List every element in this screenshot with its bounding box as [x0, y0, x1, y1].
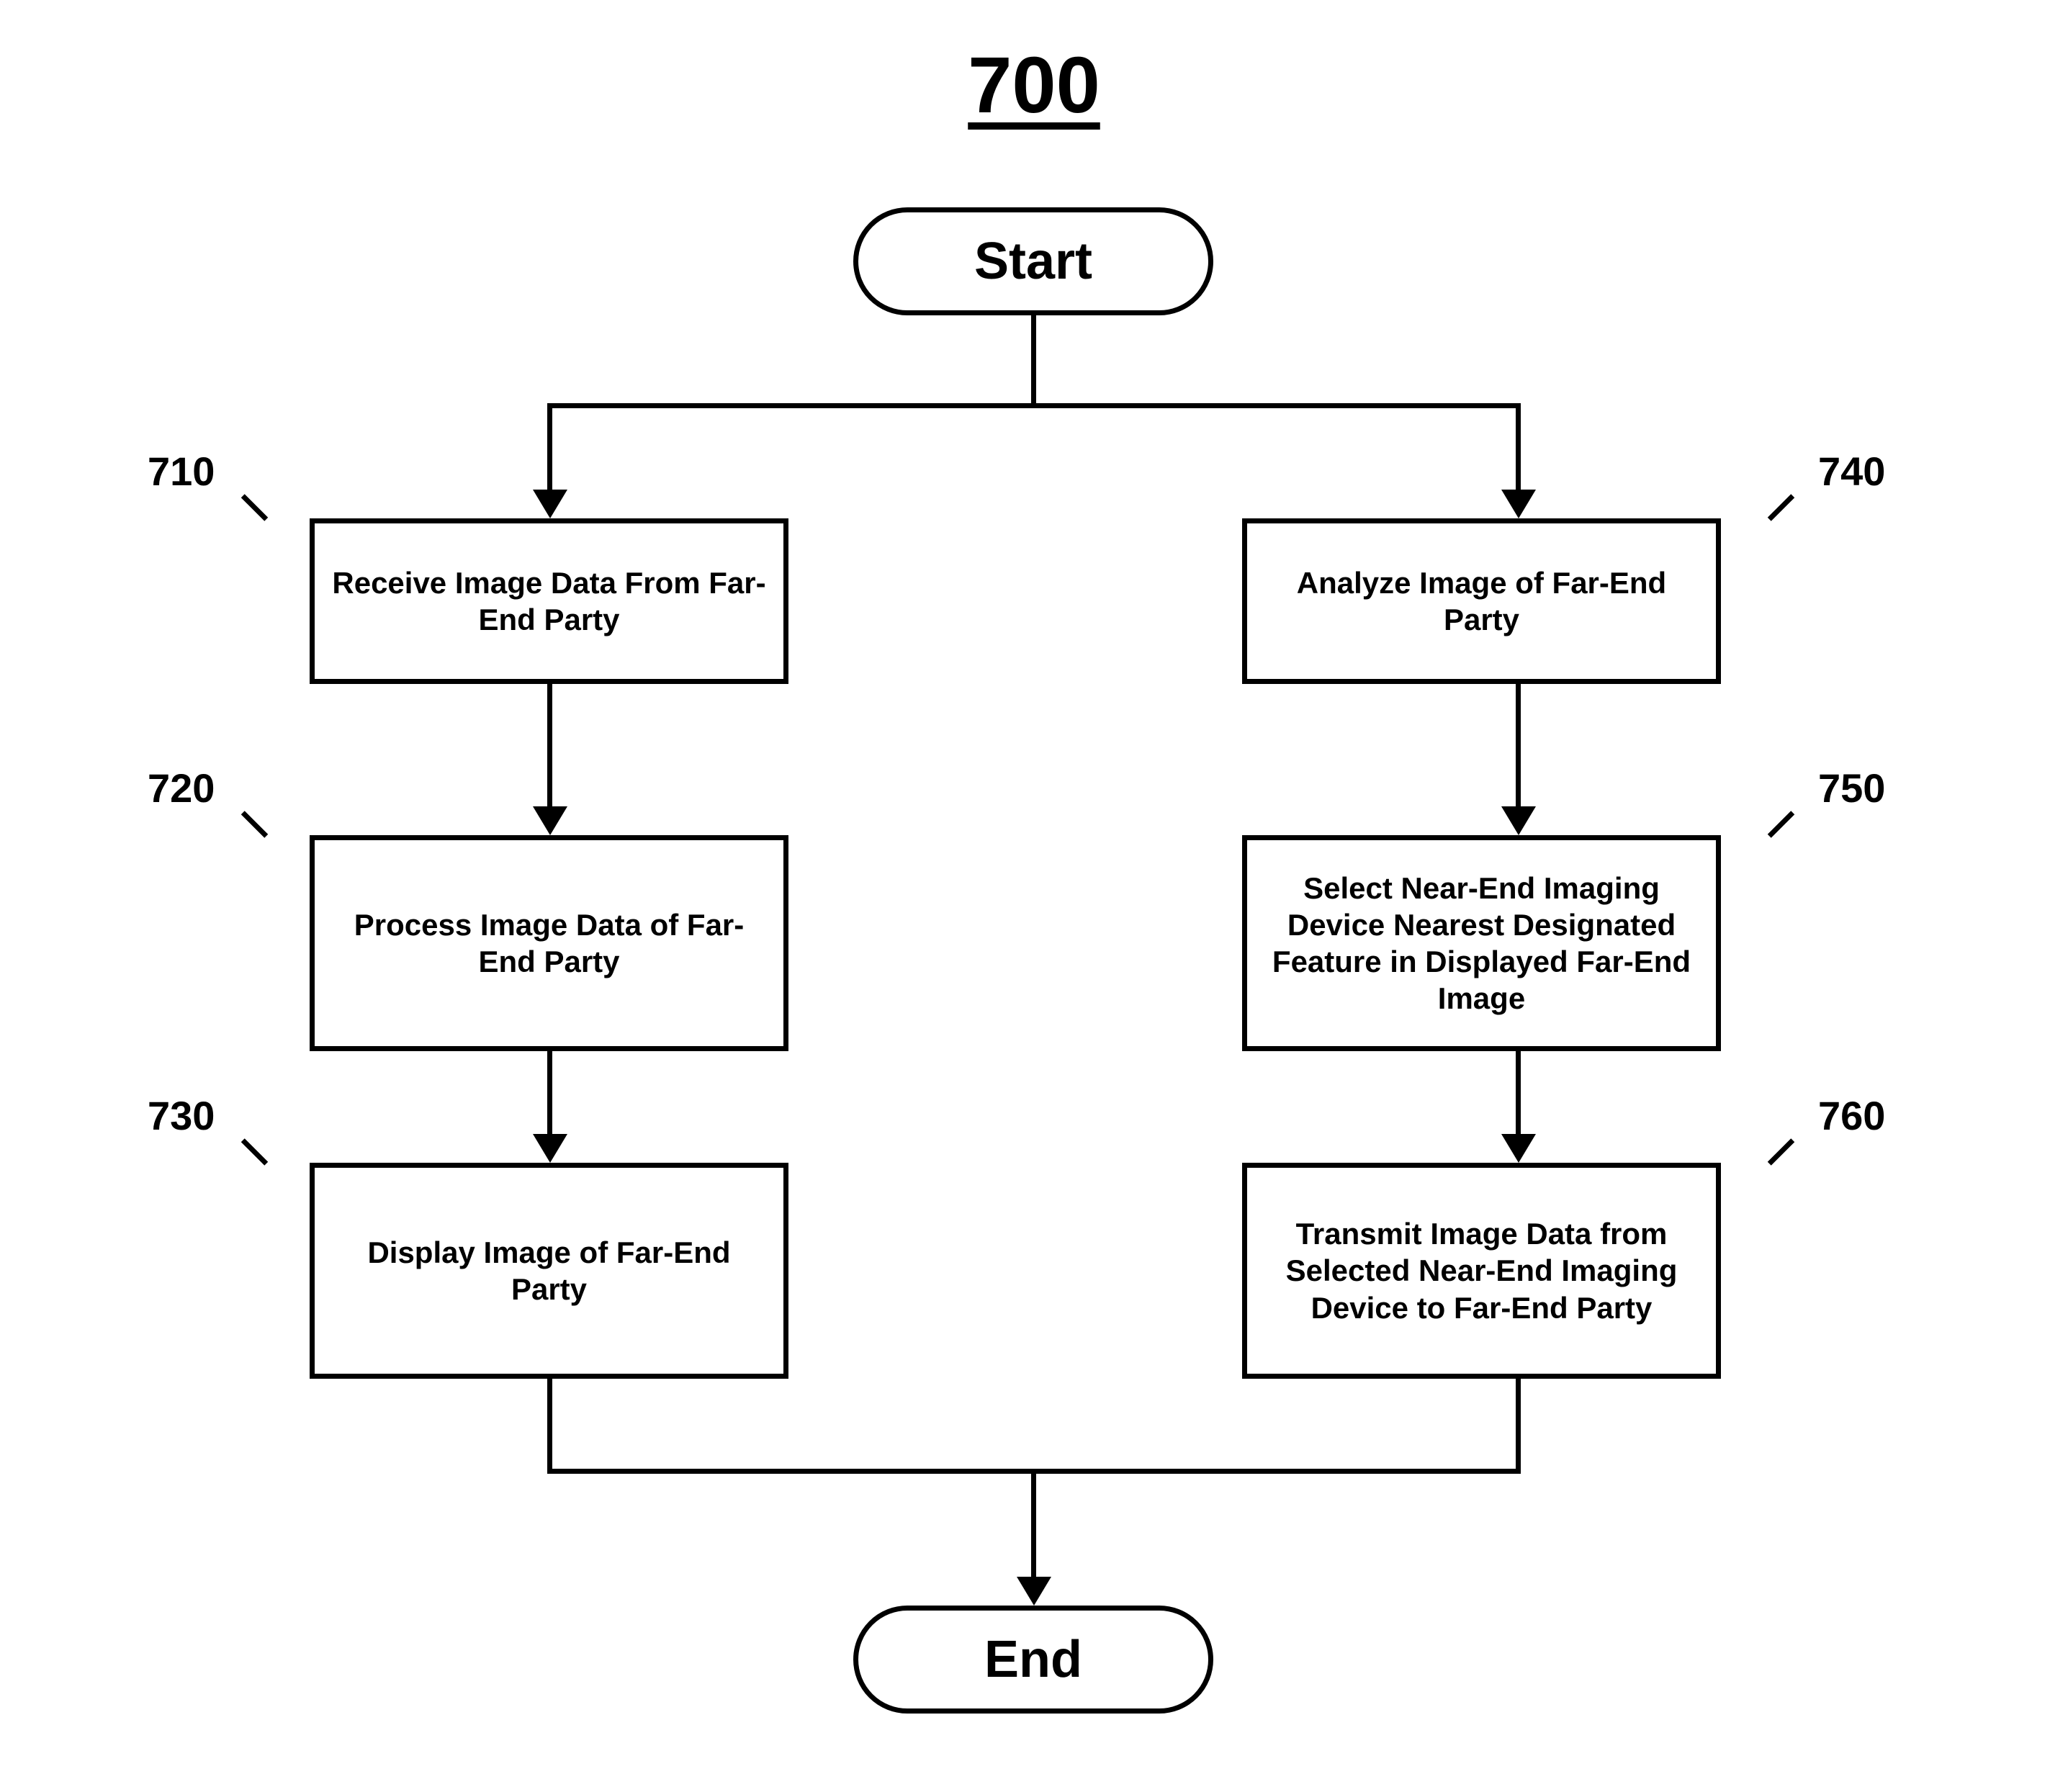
- ref-tick: [241, 1138, 268, 1165]
- edge: [1031, 315, 1036, 405]
- figure-number-title: 700: [0, 40, 2068, 131]
- edge: [547, 403, 552, 493]
- process-750: Select Near-End Imaging Device Nearest D…: [1242, 835, 1721, 1051]
- ref-750: 750: [1818, 765, 1885, 811]
- edge: [547, 684, 552, 810]
- process-720: Process Image Data of Far-End Party: [310, 835, 788, 1051]
- process-740: Analyze Image of Far-End Party: [1242, 518, 1721, 684]
- ref-740: 740: [1818, 448, 1885, 495]
- ref-720: 720: [148, 765, 215, 811]
- edge: [1516, 1379, 1521, 1471]
- process-760: Transmit Image Data from Selected Near-E…: [1242, 1163, 1721, 1379]
- arrowhead: [1501, 490, 1536, 518]
- edge: [1031, 1469, 1036, 1580]
- ref-tick: [241, 811, 268, 837]
- arrowhead: [1017, 1577, 1051, 1606]
- ref-710: 710: [148, 448, 215, 495]
- ref-tick: [241, 494, 268, 521]
- end-terminator: End: [853, 1606, 1213, 1714]
- ref-tick: [1768, 494, 1794, 521]
- start-terminator: Start: [853, 207, 1213, 315]
- edge: [1516, 1051, 1521, 1138]
- process-710: Receive Image Data From Far-End Party: [310, 518, 788, 684]
- edge: [547, 1051, 552, 1138]
- ref-tick: [1768, 811, 1794, 837]
- arrowhead: [533, 806, 567, 835]
- arrowhead: [1501, 806, 1536, 835]
- edge: [1516, 684, 1521, 810]
- arrowhead: [533, 490, 567, 518]
- arrowhead: [1501, 1134, 1536, 1163]
- ref-730: 730: [148, 1092, 215, 1139]
- ref-tick: [1768, 1138, 1794, 1165]
- process-730: Display Image of Far-End Party: [310, 1163, 788, 1379]
- edge: [547, 1379, 552, 1471]
- edge: [1516, 403, 1521, 493]
- arrowhead: [533, 1134, 567, 1163]
- ref-760: 760: [1818, 1092, 1885, 1139]
- edge: [547, 403, 1521, 408]
